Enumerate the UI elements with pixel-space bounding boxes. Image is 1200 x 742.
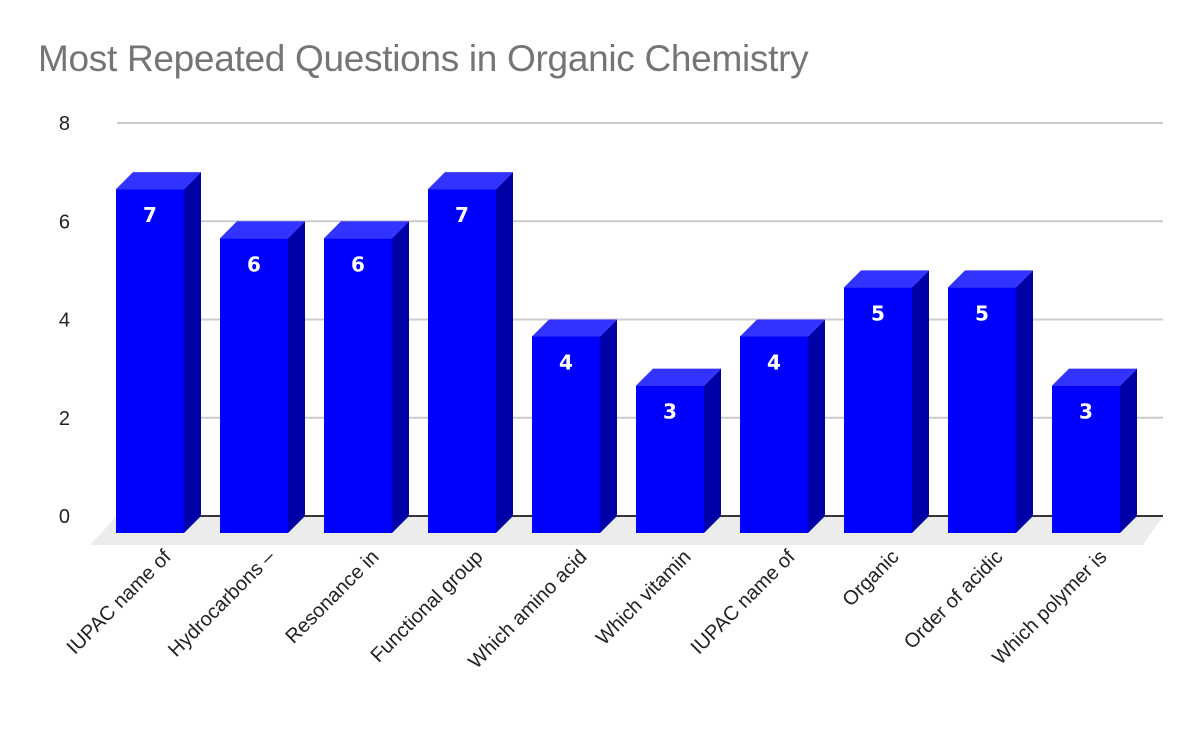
bar-top-face — [220, 221, 305, 239]
bar-front-face — [844, 287, 912, 533]
bar-data-label: 3 — [1079, 400, 1093, 424]
bar-data-label: 3 — [663, 400, 677, 424]
x-category-label: IUPAC name of — [63, 546, 176, 659]
bar-side-face — [808, 319, 825, 533]
bar[interactable]: 5 — [948, 270, 1033, 533]
bar-side-face — [1016, 270, 1033, 533]
y-axis: 0 2 4 6 8 — [59, 113, 70, 528]
bar-side-face — [184, 172, 201, 533]
bar-top-face — [948, 270, 1033, 288]
bar-data-label: 4 — [559, 351, 573, 375]
bar[interactable]: 6 — [324, 221, 409, 533]
bar-front-face — [948, 287, 1016, 533]
bar[interactable]: 4 — [532, 319, 617, 534]
y-tick-label: 6 — [59, 211, 70, 233]
bar-top-face — [428, 172, 513, 190]
bar-data-label: 7 — [143, 203, 157, 227]
bar[interactable]: 4 — [740, 319, 825, 534]
x-category-label: Resonance in — [281, 546, 383, 648]
bar-top-face — [740, 319, 825, 337]
bar-front-face — [532, 336, 600, 533]
x-category-label: Organic — [838, 546, 903, 611]
bar-side-face — [1120, 368, 1137, 533]
bar[interactable]: 7 — [116, 172, 201, 533]
bar[interactable]: 5 — [844, 270, 929, 533]
bar-top-face — [116, 172, 201, 190]
bar-top-face — [324, 221, 409, 239]
chart-title: Most Repeated Questions in Organic Chemi… — [38, 38, 809, 79]
bar[interactable]: 6 — [220, 221, 305, 533]
y-tick-label: 8 — [59, 113, 70, 135]
bar-data-label: 4 — [767, 351, 781, 375]
y-tick-label: 0 — [59, 506, 70, 528]
bar[interactable]: 3 — [636, 368, 721, 533]
bar-data-label: 6 — [351, 252, 365, 276]
bar-front-face — [740, 336, 808, 533]
x-category-label: IUPAC name of — [687, 546, 800, 659]
bar-side-face — [496, 172, 513, 533]
x-category-label: Hydrocarbons – — [164, 545, 280, 661]
bar-data-label: 5 — [871, 301, 885, 325]
bar-front-face — [428, 189, 496, 533]
bar-top-face — [532, 319, 617, 337]
bar[interactable]: 7 — [428, 172, 513, 533]
bar-side-face — [288, 221, 305, 533]
bar-side-face — [704, 368, 721, 533]
x-category-label: Functional group — [367, 546, 488, 667]
bar-series: 7 6 6 7 4 3 4 5 5 3 — [116, 172, 1137, 533]
bar-front-face — [324, 238, 392, 533]
bar-data-label: 7 — [455, 203, 469, 227]
bar-side-face — [912, 270, 929, 533]
y-tick-label: 2 — [59, 408, 70, 430]
bar-data-label: 6 — [247, 252, 261, 276]
bar-side-face — [392, 221, 409, 533]
bar[interactable]: 3 — [1052, 368, 1137, 533]
bar-front-face — [1052, 385, 1120, 533]
bar-top-face — [844, 270, 929, 288]
bar-top-face — [1052, 368, 1137, 386]
bar-side-face — [600, 319, 617, 533]
bar-front-face — [116, 189, 184, 533]
bar-front-face — [636, 385, 704, 533]
bar-front-face — [220, 238, 288, 533]
x-category-label: Order of acidic — [900, 546, 1008, 654]
y-tick-label: 4 — [59, 310, 70, 332]
x-category-label: Which polymer is — [988, 546, 1111, 669]
bar-data-label: 5 — [975, 301, 989, 325]
x-category-label: Which vitamin — [592, 546, 696, 650]
bar-top-face — [636, 368, 721, 386]
